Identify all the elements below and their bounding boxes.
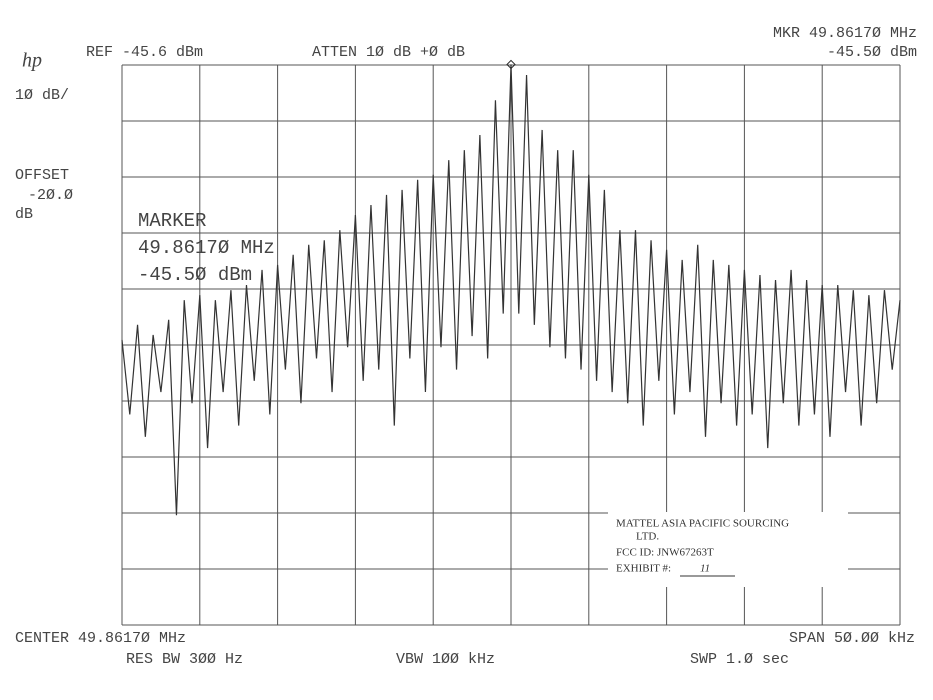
marker-diamond [506, 59, 516, 70]
stamp-line: EXHIBIT #: [616, 563, 671, 575]
scale: 1Ø dB/ [15, 87, 69, 104]
trace [121, 64, 901, 516]
stamp-line: FCC ID: JNW67263T [616, 547, 714, 559]
span: SPAN 5Ø.ØØ kHz [789, 630, 915, 647]
marker-level: -45.5Ø dBm [827, 44, 917, 61]
stamp-line: LTD. [636, 531, 659, 543]
stamp-line: MATTEL ASIA PACIFIC SOURCING [616, 518, 789, 530]
marker-amplitude: -45.5Ø dBm [138, 264, 252, 286]
reference-level: REF -45.6 dBm [86, 44, 203, 61]
attenuation: ATTEN 1Ø dB +Ø dB [312, 44, 465, 61]
video-bandwidth: VBW 1ØØ kHz [396, 651, 495, 668]
stamp-exhibit: 11 [700, 563, 710, 575]
marker-title: MARKER [138, 210, 206, 232]
offset-value: -2Ø.Ø [28, 187, 73, 204]
offset-label: OFFSET [15, 167, 69, 184]
resolution-bandwidth: RES BW 3ØØ Hz [126, 651, 243, 668]
offset-unit: dB [15, 206, 33, 223]
logo: hp [22, 50, 42, 72]
center-frequency: CENTER 49.8617Ø MHz [15, 630, 186, 647]
stamp-box [608, 512, 848, 587]
marker-frequency: 49.8617Ø MHz [138, 237, 275, 259]
marker-readout: MKR 49.8617Ø MHz [773, 25, 917, 42]
sweep-time: SWP 1.Ø sec [690, 651, 789, 668]
